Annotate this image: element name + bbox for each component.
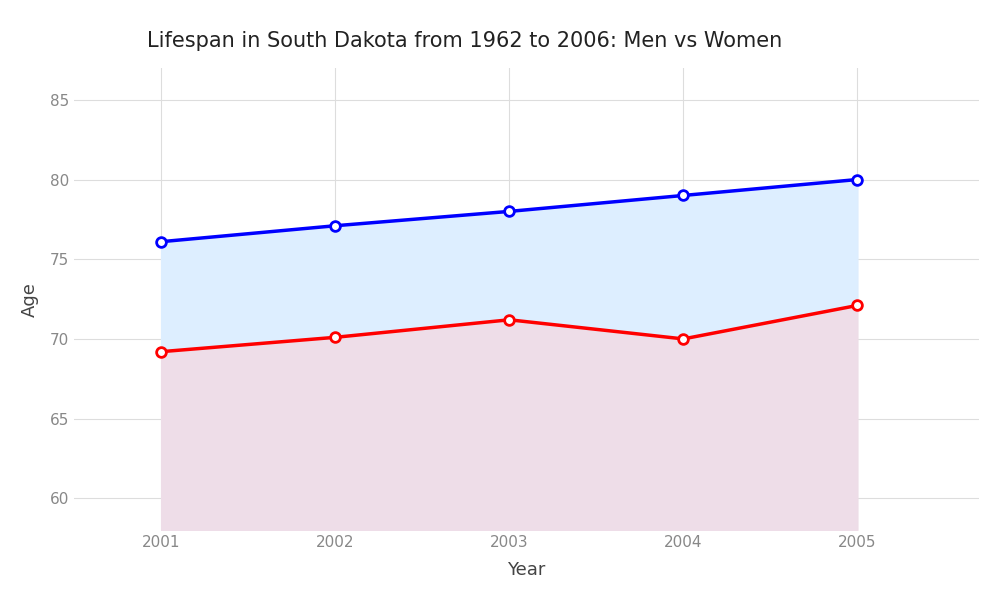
Text: Lifespan in South Dakota from 1962 to 2006: Men vs Women: Lifespan in South Dakota from 1962 to 20…	[147, 31, 782, 51]
Y-axis label: Age: Age	[21, 281, 39, 317]
X-axis label: Year: Year	[507, 561, 546, 579]
Legend: 	[520, 21, 533, 34]
